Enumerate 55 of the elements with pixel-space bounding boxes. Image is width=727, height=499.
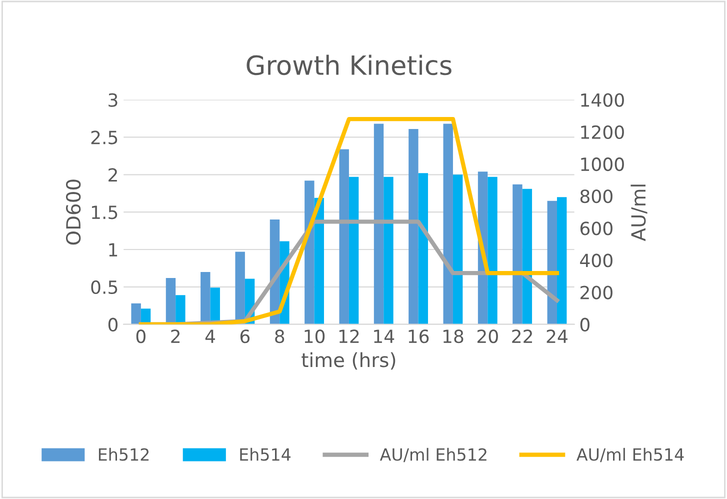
bar	[547, 200, 557, 324]
y2-tick-label: 1000	[581, 157, 624, 172]
legend-label: AU/ml Eh514	[576, 448, 684, 462]
bar	[176, 295, 186, 324]
x-tick-label: 10	[304, 330, 325, 344]
bar	[408, 128, 418, 324]
x-tick-label: 8	[275, 330, 284, 344]
bar	[374, 124, 384, 324]
bar	[522, 188, 532, 324]
y2-tick-label: 1200	[581, 125, 624, 139]
y-tick-label: 2.5	[91, 130, 118, 144]
y2-tick-label: 400	[580, 254, 612, 268]
x-tick-label: 18	[443, 330, 464, 344]
y-axis-title: OD600	[66, 180, 81, 245]
y2-tick-label: 800	[580, 189, 612, 204]
x-tick-label: 4	[205, 330, 215, 343]
y-tick-label: 1.5	[92, 206, 118, 220]
x-tick-label: 16	[408, 330, 429, 344]
bar	[348, 176, 359, 324]
chart-title: Growth Kinetics	[246, 54, 452, 76]
legend-label: AU/ml Eh512	[380, 448, 486, 462]
y2-tick-label: 200	[580, 286, 612, 300]
x-tick-label: 22	[512, 330, 532, 343]
legend-label: Eh514	[240, 448, 291, 461]
x-tick-label: 6	[240, 330, 250, 344]
y-tick-label: 0.5	[91, 280, 118, 294]
bar	[418, 173, 428, 324]
y-tick-label: 0	[108, 318, 118, 332]
bar	[488, 176, 498, 324]
x-tick-label: 24	[546, 330, 568, 343]
bar	[384, 176, 394, 324]
y-tick-label: 2	[108, 168, 117, 182]
bar	[304, 180, 314, 324]
x-tick-label: 14	[374, 330, 394, 343]
bar	[235, 252, 245, 324]
x-tick-label: 0	[136, 330, 146, 344]
y2-tick-label: 1400	[581, 93, 624, 107]
x-tick-label: 2	[171, 330, 180, 343]
x-tick-label: 12	[339, 330, 359, 343]
bar	[339, 149, 349, 324]
line-series	[138, 116, 560, 324]
x-axis-title: time (hrs)	[302, 352, 396, 370]
y-tick-label: 3	[108, 93, 118, 107]
y2-axis-title: AU/ml	[630, 184, 648, 242]
y2-tick-label: 600	[580, 222, 612, 236]
y2-tick-label: 0	[580, 318, 590, 332]
bar	[131, 303, 141, 324]
y-tick-label: 1	[109, 243, 118, 256]
bar	[556, 197, 567, 324]
bar	[512, 184, 522, 324]
bar	[166, 278, 176, 324]
bar	[452, 174, 463, 324]
legend-label: Eh512	[98, 448, 149, 461]
bar	[443, 124, 453, 324]
x-tick-label: 20	[477, 330, 498, 344]
